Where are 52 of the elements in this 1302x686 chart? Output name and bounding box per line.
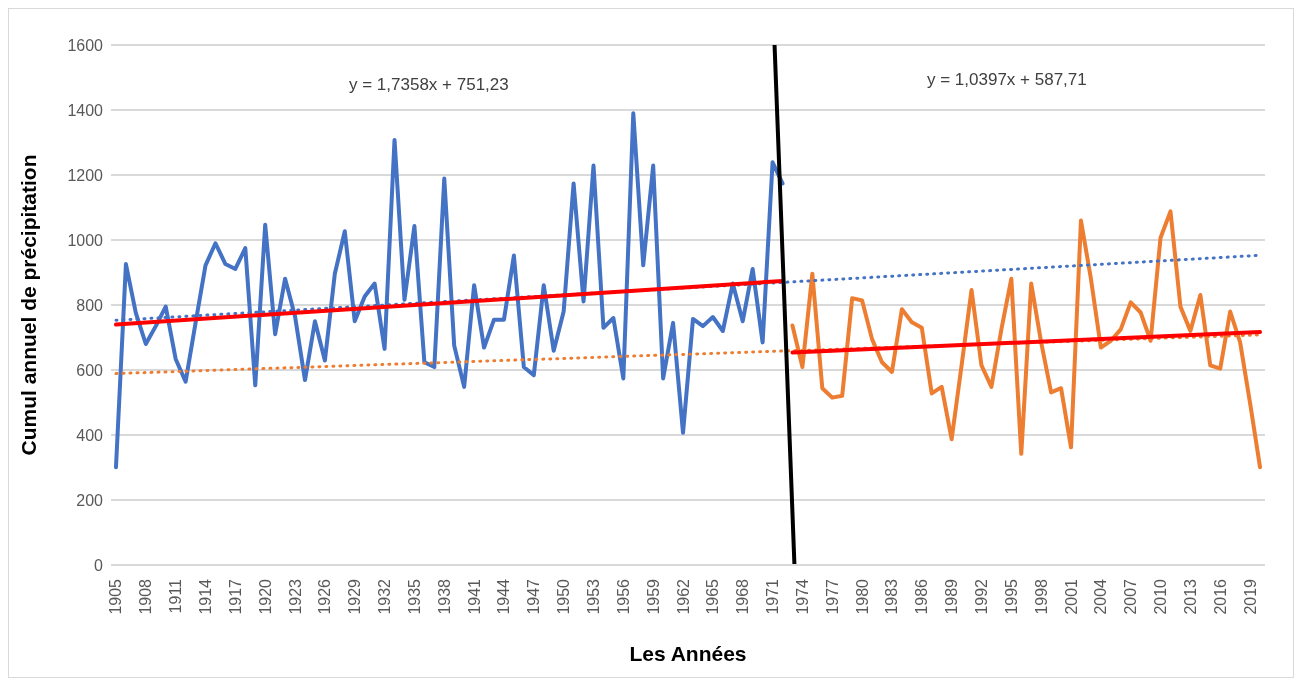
x-tick-label: 1956 xyxy=(614,578,632,615)
annotation: y = 1,0397x + 587,71 xyxy=(927,70,1087,90)
x-tick-label: 1983 xyxy=(883,578,901,615)
x-tick-label: 1959 xyxy=(644,578,662,615)
annotation: y = 1,7358x + 751,23 xyxy=(349,75,509,95)
x-tick-label: 1914 xyxy=(197,578,215,615)
x-tick-label: 1950 xyxy=(555,578,573,615)
y-tick-label: 1600 xyxy=(67,36,104,54)
x-tick-label: 2016 xyxy=(1211,578,1229,615)
x-tick-label: 1905 xyxy=(107,578,125,615)
x-tick-label: 2001 xyxy=(1062,578,1080,615)
x-tick-label: 1980 xyxy=(853,578,871,615)
x-tick-label: 2013 xyxy=(1181,578,1199,615)
x-tick-label: 2004 xyxy=(1092,578,1110,615)
y-tick-label: 0 xyxy=(94,556,104,574)
x-tick-label: 1968 xyxy=(734,578,752,615)
x-tick-label: 1995 xyxy=(1002,578,1020,615)
x-tick-label: 1986 xyxy=(913,578,931,615)
x-tick-label: 1932 xyxy=(376,578,394,615)
x-tick-label: 1938 xyxy=(435,578,453,615)
y-axis-title: Cumul annuel de précipitation xyxy=(17,154,41,456)
x-tick-label: 1971 xyxy=(764,578,782,615)
x-tick-label: 1944 xyxy=(495,578,513,615)
x-tick-label: 2010 xyxy=(1152,578,1170,615)
x-tick-label: 1926 xyxy=(316,578,334,615)
x-tick-label: 1947 xyxy=(525,578,543,615)
x-tick-label: 1908 xyxy=(137,578,155,615)
x-tick-label: 1974 xyxy=(793,578,811,615)
x-tick-label: 1992 xyxy=(972,578,990,615)
x-tick-label: 1965 xyxy=(704,578,722,615)
x-tick-label: 1977 xyxy=(823,578,841,615)
x-axis-title: Les Années xyxy=(629,642,747,665)
x-tick-label: 1953 xyxy=(584,578,602,615)
x-tick-label: 1962 xyxy=(674,578,692,615)
y-tick-label: 600 xyxy=(76,361,104,379)
x-tick-label: 1941 xyxy=(465,578,483,615)
y-tick-label: 1400 xyxy=(67,101,104,119)
x-tick-label: 1998 xyxy=(1032,578,1050,615)
x-tick-label: 1989 xyxy=(943,578,961,615)
x-tick-label: 2007 xyxy=(1122,578,1140,615)
x-tick-label: 1911 xyxy=(167,578,185,614)
x-tick-label: 1929 xyxy=(346,578,364,615)
x-tick-label: 1935 xyxy=(405,578,423,615)
x-tick-label: 1920 xyxy=(256,578,274,615)
y-tick-label: 400 xyxy=(76,426,104,444)
y-tick-label: 1000 xyxy=(67,231,104,249)
x-tick-label: 1917 xyxy=(226,578,244,615)
x-tick-label: 2019 xyxy=(1241,578,1259,615)
x-tick-label: 1923 xyxy=(286,578,304,615)
y-tick-label: 1200 xyxy=(67,166,104,184)
y-tick-label: 200 xyxy=(76,491,104,509)
y-tick-label: 800 xyxy=(76,296,104,314)
